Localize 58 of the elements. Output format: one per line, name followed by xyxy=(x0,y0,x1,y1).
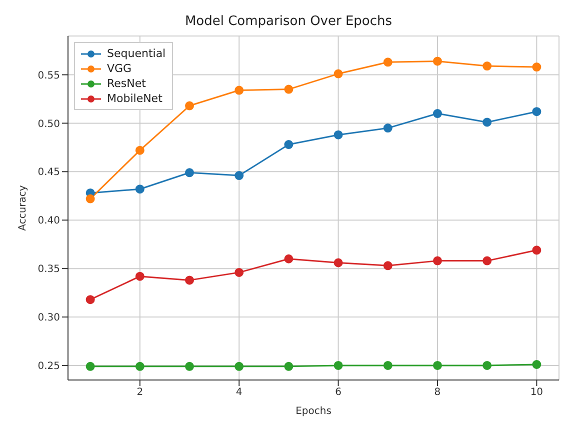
point xyxy=(284,254,294,264)
legend-label: VGG xyxy=(107,61,132,76)
point xyxy=(135,146,144,155)
point xyxy=(383,261,392,270)
point xyxy=(334,258,343,268)
point xyxy=(234,171,244,180)
point xyxy=(383,360,392,370)
y-tick-label: 0.40 xyxy=(38,216,60,227)
y-tick-label: 0.25 xyxy=(38,361,60,372)
point xyxy=(334,69,343,78)
x-tick-label: 6 xyxy=(335,387,342,398)
point xyxy=(234,362,244,371)
point xyxy=(432,109,442,118)
x-tick-label: 8 xyxy=(434,387,441,398)
point xyxy=(432,360,442,370)
point xyxy=(482,118,492,127)
x-axis-title: Epochs xyxy=(296,406,332,417)
y-tick-label: 0.35 xyxy=(38,264,60,276)
x-tick-label: 4 xyxy=(236,387,242,398)
point xyxy=(86,194,95,204)
point xyxy=(234,268,244,277)
point xyxy=(86,362,95,371)
point xyxy=(284,362,294,371)
point xyxy=(334,360,343,370)
point xyxy=(532,246,542,255)
legend-label: MobileNet xyxy=(107,91,162,106)
point xyxy=(234,86,244,95)
chart-title: Model Comparison Over Epochs xyxy=(184,14,394,29)
point xyxy=(432,256,442,266)
point xyxy=(135,272,144,281)
legend-label: Sequential xyxy=(107,46,166,61)
point xyxy=(185,362,194,371)
y-tick-label: 0.55 xyxy=(38,70,60,82)
point xyxy=(185,168,194,178)
point xyxy=(383,58,392,67)
point xyxy=(532,360,542,369)
point xyxy=(482,256,492,266)
y-tick-label: 0.50 xyxy=(38,118,60,130)
y-tick-label: 0.30 xyxy=(38,312,60,324)
point xyxy=(86,295,95,304)
x-tick-label: 10 xyxy=(530,387,544,398)
point xyxy=(135,362,144,371)
point xyxy=(482,360,492,370)
point xyxy=(532,107,542,116)
point xyxy=(135,184,144,194)
point xyxy=(532,62,542,72)
y-tick-label: 0.45 xyxy=(38,167,60,178)
point xyxy=(284,140,294,150)
legend-label: ResNet xyxy=(107,76,146,91)
point xyxy=(185,101,194,110)
x-tick-label: 2 xyxy=(136,387,144,398)
point xyxy=(185,276,194,285)
point xyxy=(432,56,442,66)
point xyxy=(383,124,392,133)
y-axis-title: Accuracy xyxy=(18,185,29,231)
point xyxy=(482,62,492,71)
point xyxy=(284,84,294,94)
point xyxy=(334,130,343,140)
